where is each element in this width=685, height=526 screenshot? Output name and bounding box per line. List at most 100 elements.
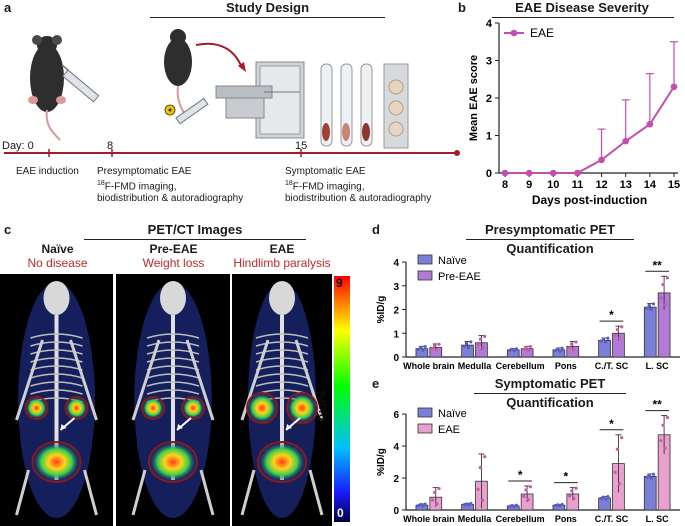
category-label: Whole brain [403, 361, 455, 371]
forelimb-bone [131, 339, 161, 421]
data-point [598, 156, 605, 164]
data-point [651, 302, 656, 306]
data-point [651, 472, 656, 476]
x-axis-label: Days post-induction [532, 193, 647, 207]
group-status: No disease [27, 256, 88, 270]
forelimb-bone [69, 339, 98, 421]
data-point [645, 475, 649, 479]
timeline-day-0: Day: 0 [2, 140, 34, 152]
legend-swatch [417, 407, 433, 418]
significance-star: * [609, 417, 614, 431]
data-point [501, 169, 509, 177]
category-label: Whole brain [403, 514, 455, 524]
data-point [435, 348, 439, 352]
event-day-0: EAE induction [16, 166, 79, 177]
data-point [574, 340, 578, 344]
arrow-head-icon [177, 424, 183, 430]
autoradiography-slide-icon [383, 63, 409, 149]
data-point [462, 344, 466, 348]
data-point [574, 169, 581, 177]
panel-d-title1: Presymptomatic PET [484, 222, 616, 237]
data-point [659, 296, 663, 300]
rib-bone [146, 349, 200, 355]
rib-bone [30, 373, 83, 379]
group-name: EAE [269, 242, 295, 256]
data-point [556, 347, 560, 351]
data-point [661, 423, 665, 427]
panel-c-letter: c [4, 222, 12, 237]
mouse-icon [164, 29, 192, 117]
rib-bone [146, 373, 200, 379]
y-tick-label: 4 [486, 18, 493, 30]
rib-bone [255, 373, 309, 379]
event-day-8-line2: 18F-FMD imaging, [97, 178, 243, 193]
panel-a-title: Study Design [225, 0, 310, 15]
series-line [505, 86, 675, 174]
data-point [601, 337, 606, 341]
legend-label: Pre-EAE [438, 271, 481, 283]
legend-swatch [417, 270, 433, 281]
arrow-head-icon [286, 424, 292, 430]
hindlimb-bone [199, 469, 215, 516]
y-tick-label: 3 [393, 282, 399, 293]
data-point [430, 346, 435, 351]
x-tick-label: 13 [620, 179, 632, 191]
data-point [483, 334, 487, 338]
skull-bone [269, 281, 295, 315]
significance-star: ** [652, 258, 662, 272]
event-day-15-tracer: F-FMD imaging, [292, 181, 365, 193]
y-tick-label: 0 [393, 353, 399, 364]
group-name: Naïve [41, 242, 74, 256]
x-tick-label: 10 [547, 179, 559, 191]
kidney-uptake [141, 396, 165, 420]
data-point [665, 276, 670, 280]
data-point [469, 501, 473, 506]
data-point [522, 347, 526, 351]
panel-e-title1: Symptomatic PET [494, 376, 606, 391]
significance-star: ** [652, 398, 662, 412]
data-point [558, 349, 562, 353]
bladder-uptake [148, 441, 198, 483]
data-point [622, 137, 630, 145]
group-naive-label: Naïve No disease [0, 242, 115, 270]
data-point [613, 470, 617, 474]
panel-d-title-rule [466, 239, 634, 240]
x-tick-label: 9 [526, 179, 532, 191]
group-status: Weight loss [142, 256, 205, 270]
y-tick-label: 0 [486, 168, 492, 180]
bladder-uptake [257, 441, 307, 483]
data-point [574, 486, 578, 490]
data-point [604, 497, 608, 501]
timeline-end-dot [454, 150, 460, 156]
data-point [560, 346, 564, 350]
data-point [514, 347, 519, 351]
category-label: Pons [555, 514, 577, 524]
data-point [617, 336, 622, 340]
data-point [480, 498, 485, 502]
data-point [665, 415, 670, 420]
significance-star: * [518, 468, 523, 482]
panel-b-letter: b [458, 0, 466, 15]
data-point [524, 345, 528, 350]
syringe-icon [175, 97, 209, 125]
data-point [480, 346, 485, 350]
skull-bone [43, 281, 70, 315]
y-axis-label: %ID/g [376, 296, 387, 324]
data-point [423, 344, 427, 349]
data-point [601, 495, 606, 499]
legend-label: Naïve [438, 408, 467, 420]
y-tick-label: 1 [393, 329, 399, 340]
rib-bone [146, 333, 200, 339]
mouse-icon [28, 35, 66, 141]
data-point [423, 502, 427, 506]
data-point [469, 340, 473, 344]
group-pre-eae-label: Pre-EAE Weight loss [115, 242, 232, 270]
data-point [525, 169, 533, 177]
pet-scanner-icon [215, 61, 305, 139]
data-point [421, 504, 425, 508]
y-axis-label: Mean EAE score [468, 55, 480, 141]
data-point [421, 348, 425, 352]
